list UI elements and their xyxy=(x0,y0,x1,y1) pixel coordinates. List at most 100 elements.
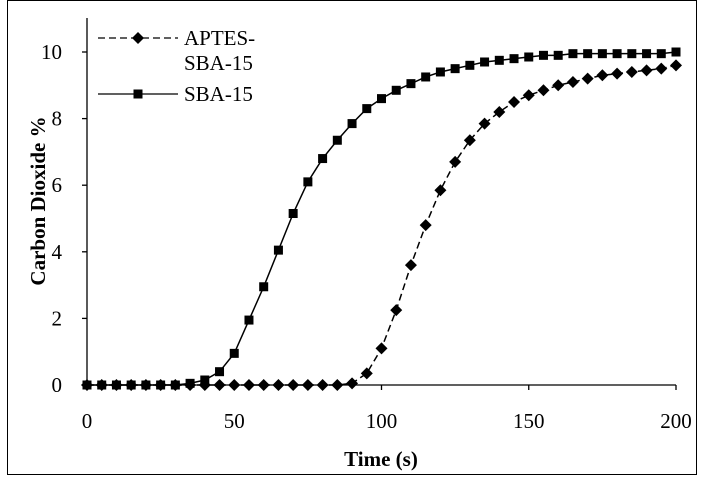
data-point-square xyxy=(229,348,239,358)
legend-label-sba-15: SBA-15 xyxy=(184,82,253,106)
data-point-diamond xyxy=(390,304,403,317)
data-point-diamond xyxy=(537,84,550,97)
data-point-square xyxy=(318,154,328,164)
data-point-square xyxy=(553,50,563,60)
y-tick-label: 4 xyxy=(52,240,63,264)
data-point-diamond xyxy=(375,342,388,355)
data-point-square xyxy=(524,52,534,62)
data-point-square xyxy=(332,135,342,145)
data-point-diamond xyxy=(655,62,668,75)
x-tick-label: 50 xyxy=(224,409,245,433)
data-point-square xyxy=(170,380,180,390)
chart-frame xyxy=(7,0,697,475)
legend: APTES- SBA-15 SBA-15 xyxy=(98,26,255,106)
series-sba-15 xyxy=(82,47,681,390)
data-point-diamond xyxy=(228,379,241,391)
data-point-square xyxy=(259,282,269,292)
data-point-diamond xyxy=(522,89,535,102)
data-point-square xyxy=(215,367,225,377)
data-point-square xyxy=(642,49,652,59)
data-point-square xyxy=(656,49,666,59)
data-point-diamond xyxy=(552,79,565,92)
legend-item-sba-15: SBA-15 xyxy=(98,82,253,106)
data-point-square xyxy=(111,380,121,390)
y-axis-title: Carbon Dioxide % xyxy=(26,116,50,285)
data-point-square xyxy=(435,67,445,77)
legend-square-marker xyxy=(133,89,143,99)
data-point-diamond xyxy=(257,379,270,391)
data-point-square xyxy=(141,380,151,390)
y-tick-label: 6 xyxy=(52,173,63,197)
x-tick-label: 150 xyxy=(513,409,545,433)
data-point-square xyxy=(303,177,313,187)
data-point-diamond xyxy=(478,117,491,130)
data-point-square xyxy=(450,64,460,74)
data-point-square xyxy=(597,49,607,59)
data-point-diamond xyxy=(670,59,682,72)
data-point-square xyxy=(362,104,372,114)
data-point-square xyxy=(244,315,254,325)
data-point-square xyxy=(273,245,283,255)
data-point-square xyxy=(156,380,166,390)
data-point-diamond xyxy=(434,184,447,197)
data-point-diamond xyxy=(566,75,579,88)
y-tick-label: 0 xyxy=(52,373,63,397)
data-point-square xyxy=(568,49,578,59)
data-point-diamond xyxy=(640,64,653,77)
x-tick-label: 0 xyxy=(82,409,93,433)
legend-diamond-marker xyxy=(132,32,144,44)
x-tick-label: 100 xyxy=(366,409,398,433)
data-point-diamond xyxy=(508,95,521,108)
data-point-square xyxy=(421,72,431,82)
data-point-square xyxy=(494,55,504,65)
data-point-square xyxy=(583,49,593,59)
data-point-square xyxy=(612,49,622,59)
y-axis-ticks: 0 2 4 6 8 10 xyxy=(41,40,87,397)
data-point-diamond xyxy=(596,69,609,82)
data-point-diamond xyxy=(346,377,359,390)
data-point-square xyxy=(288,209,298,219)
data-point-square xyxy=(377,94,386,104)
data-point-diamond xyxy=(449,155,462,168)
data-point-square xyxy=(391,85,401,95)
data-point-diamond xyxy=(301,379,314,391)
data-point-diamond xyxy=(331,379,344,391)
data-point-diamond xyxy=(316,379,329,391)
x-tick-label: 200 xyxy=(660,409,692,433)
series-layer xyxy=(81,47,682,391)
data-point-square xyxy=(185,378,195,388)
data-point-diamond xyxy=(272,379,285,391)
data-point-diamond xyxy=(360,367,373,380)
data-point-square xyxy=(671,47,681,57)
data-point-square xyxy=(509,54,519,64)
data-point-square xyxy=(627,49,637,59)
data-point-square xyxy=(465,60,475,70)
data-point-diamond xyxy=(213,379,226,391)
data-point-diamond xyxy=(242,379,255,391)
data-point-square xyxy=(97,380,107,390)
x-axis-ticks: 0 50 100 150 200 xyxy=(82,385,692,433)
data-point-square xyxy=(480,57,490,67)
data-point-square xyxy=(200,375,210,385)
legend-item-aptes-sba-15: APTES- SBA-15 xyxy=(98,26,255,75)
data-point-diamond xyxy=(404,259,417,272)
y-tick-label: 8 xyxy=(52,107,63,131)
legend-label-aptes-sba-15-line1: APTES- xyxy=(184,26,255,50)
data-point-square xyxy=(347,119,357,129)
x-axis-title: Time (s) xyxy=(344,447,418,471)
data-point-diamond xyxy=(581,72,594,85)
data-point-diamond xyxy=(625,65,638,78)
data-point-diamond xyxy=(419,219,432,232)
data-point-diamond xyxy=(611,67,624,80)
data-point-square xyxy=(126,380,136,390)
data-point-square xyxy=(82,380,92,390)
y-tick-label: 2 xyxy=(52,306,63,330)
data-point-diamond xyxy=(463,134,476,147)
legend-label-aptes-sba-15-line2: SBA-15 xyxy=(184,51,253,75)
data-point-square xyxy=(406,79,416,89)
data-point-diamond xyxy=(287,379,300,391)
y-tick-label: 10 xyxy=(41,40,62,64)
data-point-square xyxy=(538,50,548,60)
data-point-diamond xyxy=(493,105,506,118)
